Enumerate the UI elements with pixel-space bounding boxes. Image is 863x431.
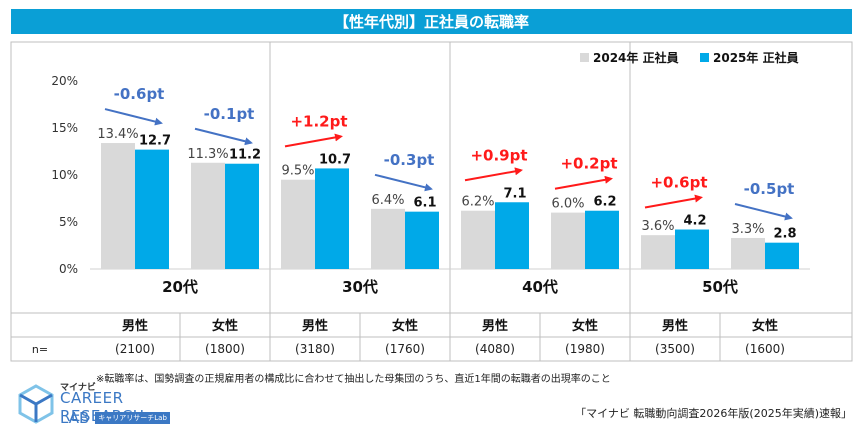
sex-label: 男性 [122, 318, 148, 334]
logo: マイナビ CAREER RESEARCH LAB キャリアリサーチLab [14, 380, 194, 427]
bar-2025 [135, 149, 169, 269]
age-group-label: 20代 [162, 278, 198, 296]
change-label: -0.6pt [114, 85, 165, 103]
change-arrow [644, 194, 703, 209]
bar-2025 [675, 229, 709, 269]
change-label: -0.3pt [384, 151, 435, 169]
sample-size: (1980) [565, 342, 605, 356]
sample-size: (3180) [295, 342, 335, 356]
data-label-2024: 3.6% [641, 219, 674, 234]
change-arrow [104, 108, 163, 126]
legend-swatch [700, 53, 709, 62]
change-label: +0.2pt [560, 155, 617, 173]
source-note: 「マイナビ 転職動向調査2026年版(2025年実績)速報」 [575, 407, 852, 420]
sample-size: (3500) [655, 342, 695, 356]
bar-2025 [315, 168, 349, 269]
logo-lab: LAB [60, 409, 90, 427]
bar-2025 [765, 242, 799, 269]
y-tick-label: 20% [51, 74, 78, 88]
sex-label: 男性 [662, 318, 688, 334]
data-label-2024: 9.5% [281, 164, 314, 179]
sex-label: 女性 [212, 318, 238, 334]
cube-logo-icon [18, 384, 54, 424]
data-label-2024: 13.4% [97, 127, 138, 142]
sample-size: (1760) [385, 342, 425, 356]
data-label-2025: 6.2 [593, 195, 616, 210]
bar-2025 [495, 202, 529, 269]
change-arrow [464, 167, 523, 182]
bar-2024 [461, 210, 495, 269]
sample-size: (1600) [745, 342, 785, 356]
data-label-2025: 12.7 [139, 134, 171, 149]
n-label: n= [32, 343, 48, 356]
bar-2025 [585, 210, 619, 269]
sex-label: 女性 [572, 318, 598, 334]
legend-label: 2024年 正社員 [593, 50, 679, 65]
logo-brand: マイナビ [60, 383, 96, 393]
bar-2024 [191, 162, 225, 269]
y-tick-label: 15% [51, 121, 78, 135]
age-group-label: 30代 [342, 278, 378, 296]
change-label: +0.9pt [470, 146, 527, 164]
bar-2025 [225, 163, 259, 269]
bar-2024 [281, 179, 315, 269]
bar-2025 [405, 211, 439, 269]
logo-tagline: キャリアリサーチLab [95, 412, 170, 424]
data-label-2025: 7.1 [503, 186, 526, 201]
legend-swatch [580, 53, 589, 62]
bar-2024 [641, 235, 675, 269]
bar-2024 [731, 237, 765, 269]
sample-size: (2100) [115, 342, 155, 356]
change-arrow [284, 133, 343, 148]
change-label: -0.1pt [204, 105, 255, 123]
data-label-2025: 2.8 [773, 227, 796, 242]
sample-size: (1800) [205, 342, 245, 356]
sample-size: (4080) [475, 342, 515, 356]
data-label-2024: 6.4% [371, 193, 404, 208]
y-tick-label: 0% [59, 262, 78, 276]
data-label-2025: 10.7 [319, 152, 351, 167]
change-label: +0.6pt [650, 174, 707, 192]
y-tick-label: 5% [59, 215, 78, 229]
chart-frame [10, 41, 853, 362]
sex-label: 女性 [752, 318, 778, 334]
change-label: -0.5pt [744, 180, 795, 198]
chart-title: 【性年代別】正社員の転職率 [11, 9, 852, 34]
sex-label: 男性 [302, 318, 328, 334]
change-arrow [374, 173, 433, 192]
sex-label: 男性 [482, 318, 508, 334]
change-arrow [734, 203, 793, 221]
age-group-label: 40代 [522, 278, 558, 296]
bar-2024 [551, 212, 585, 269]
change-arrow [194, 127, 253, 146]
data-label-2025: 11.2 [229, 148, 261, 163]
data-label-2024: 3.3% [731, 222, 764, 237]
sex-label: 女性 [392, 318, 418, 334]
data-label-2024: 11.3% [187, 147, 228, 162]
bar-2024 [101, 143, 135, 269]
bar-2024 [371, 208, 405, 269]
data-label-2025: 6.1 [413, 196, 436, 211]
age-group-label: 50代 [702, 278, 738, 296]
footnote: ※転職率は、国勢調査の正規雇用者の構成比に合わせて抽出した母集団のうち、直近1年… [96, 374, 611, 385]
change-label: +1.2pt [290, 112, 347, 130]
data-label-2025: 4.2 [683, 214, 706, 229]
data-label-2024: 6.2% [461, 195, 494, 210]
y-tick-label: 10% [51, 168, 78, 182]
legend-label: 2025年 正社員 [713, 50, 799, 65]
data-label-2024: 6.0% [551, 197, 584, 212]
change-arrow [554, 175, 613, 190]
